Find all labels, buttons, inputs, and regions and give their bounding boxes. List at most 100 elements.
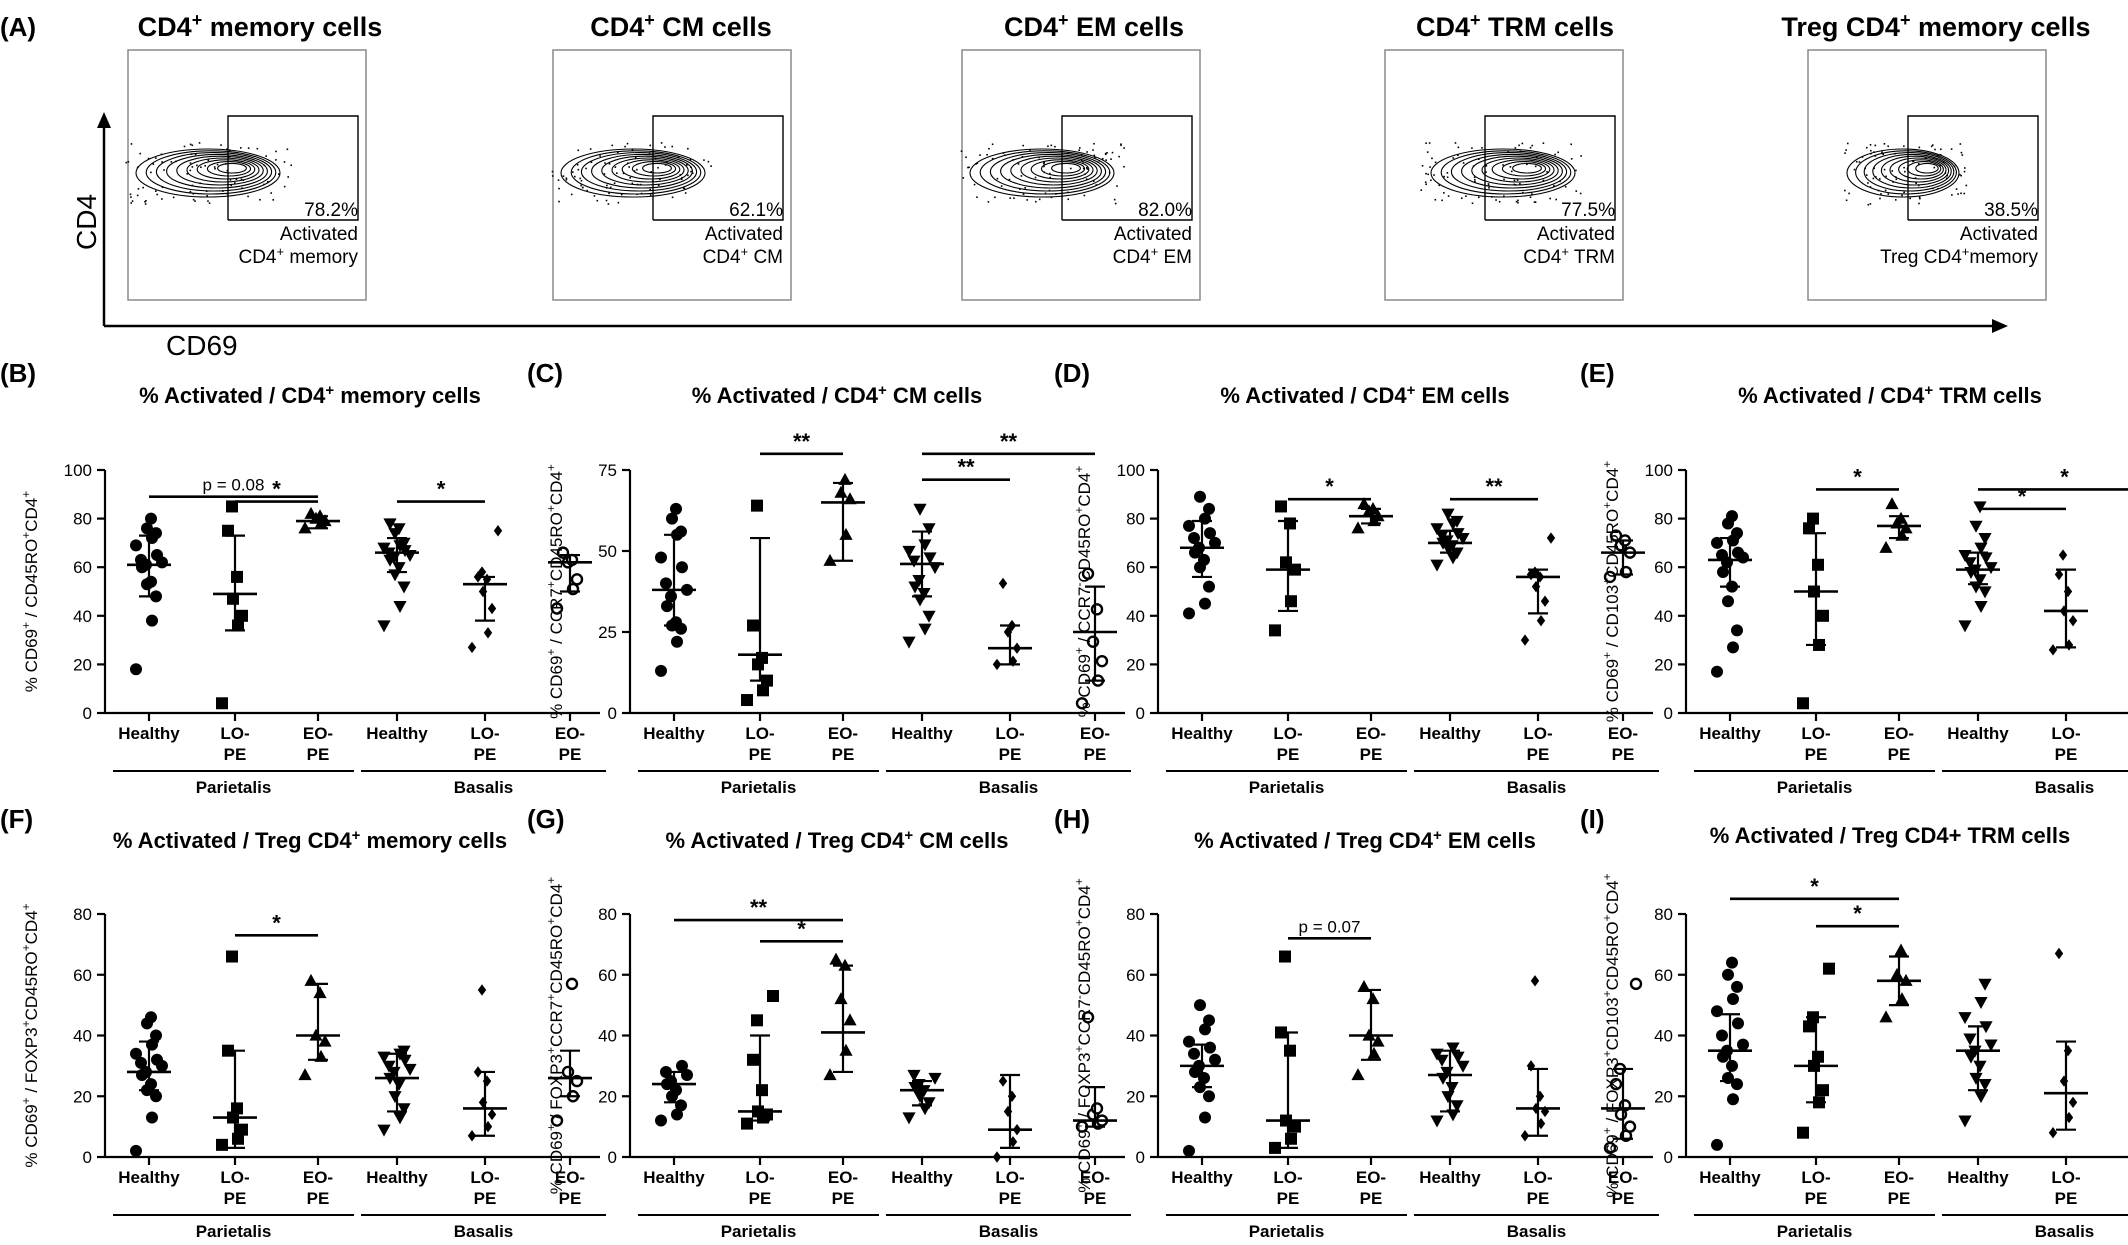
chart-title-part: + <box>1407 382 1416 399</box>
data-point <box>236 1123 248 1136</box>
data-point <box>834 992 848 1005</box>
event-dot <box>1034 176 1037 179</box>
data-point <box>1899 521 1913 534</box>
y-axis-label-part: + <box>544 1124 558 1131</box>
data-point <box>550 602 564 615</box>
event-dot <box>191 184 194 187</box>
event-dot <box>1471 202 1474 205</box>
category-label: EO- <box>1356 1168 1386 1187</box>
category-label-line2: PE <box>1277 1189 1300 1208</box>
event-dot <box>222 190 224 192</box>
event-dot <box>204 165 206 167</box>
event-dot <box>1106 152 1108 154</box>
y-tick-label: 20 <box>73 1087 92 1106</box>
y-tick-label: 75 <box>598 461 617 480</box>
event-dot <box>690 170 692 173</box>
event-dot <box>1519 150 1522 153</box>
event-dot <box>1517 199 1519 202</box>
category-label: Healthy <box>1419 1168 1481 1187</box>
event-dot <box>283 161 286 163</box>
event-dot <box>1022 144 1025 147</box>
y-axis-label-part: CD4 <box>22 498 41 532</box>
event-dot <box>1471 147 1473 149</box>
event-dot <box>1465 195 1467 197</box>
event-dot <box>1531 193 1533 195</box>
category-label: Healthy <box>891 1168 953 1187</box>
y-tick-label: 60 <box>73 558 92 577</box>
category-label: LO- <box>995 1168 1024 1187</box>
chart-title-part: memory cells <box>360 828 507 853</box>
flow-plot-title-part: + <box>644 10 655 30</box>
flow-plot-title: Treg CD4+ memory cells <box>1781 10 2090 42</box>
data-point <box>477 566 487 578</box>
gate-label-line2-part: TRM <box>1569 247 1615 268</box>
event-dot <box>1580 155 1582 157</box>
event-dot <box>1055 193 1057 195</box>
data-point <box>1199 1111 1211 1124</box>
category-label-line2: PE <box>2055 745 2078 764</box>
event-dot <box>620 193 623 196</box>
event-dot <box>1092 180 1095 182</box>
median-iqr-1 <box>1708 536 1752 588</box>
event-dot <box>636 183 639 186</box>
data-point <box>1722 595 1734 608</box>
data-point <box>145 512 157 525</box>
data-point <box>382 1060 396 1073</box>
event-dot <box>275 159 277 161</box>
data-point <box>741 694 753 707</box>
panel-label: (D) <box>1054 358 1090 388</box>
data-point <box>145 575 157 588</box>
y-axis-label-part: + <box>544 581 558 588</box>
y-axis-label-part: CD45RO <box>1603 921 1622 990</box>
event-dot <box>1518 144 1520 147</box>
event-dot <box>666 161 668 164</box>
gate-label-line2-part: memory <box>284 247 358 268</box>
data-point <box>1812 1050 1824 1063</box>
data-point <box>146 614 158 627</box>
event-dot <box>1542 179 1545 182</box>
data-point <box>150 1090 162 1103</box>
data-point <box>135 553 147 566</box>
event-dot <box>130 202 133 204</box>
event-dot <box>175 160 177 163</box>
event-dot <box>680 178 683 181</box>
event-dot <box>270 192 273 194</box>
significance-bracket: p = 0.08 <box>149 476 318 499</box>
flow-plot-title: CD4+ CM cells <box>590 10 772 42</box>
event-dot <box>287 176 290 178</box>
event-dot <box>1108 171 1111 174</box>
data-point <box>922 523 936 536</box>
chart-panel-h: (H)% Activated / Treg CD4+ EM cells% CD6… <box>1054 804 1659 1241</box>
data-point <box>1732 1017 1744 1030</box>
median-iqr-6 <box>1073 1086 1117 1128</box>
tissue-group-label: Basalis <box>1507 1222 1567 1241</box>
data-point <box>1199 597 1211 610</box>
significance-bracket: ** <box>760 429 843 456</box>
gate-label-line2-part: Treg CD4 <box>1880 247 1962 268</box>
significance-label: ** <box>1000 429 1018 454</box>
y-axis-label-part: + <box>19 944 33 951</box>
data-point <box>918 623 932 636</box>
event-dot <box>649 188 652 191</box>
data-point <box>1629 977 1643 991</box>
category-label: LO- <box>1273 724 1302 743</box>
category-label: EO- <box>555 1168 585 1187</box>
data-point <box>747 1053 759 1066</box>
event-dot <box>1104 152 1107 155</box>
category-label: LO- <box>1801 1168 1830 1187</box>
event-dot <box>574 175 576 178</box>
event-dot <box>240 178 243 181</box>
data-point <box>907 1069 921 1082</box>
event-dot <box>154 190 157 192</box>
category-label: LO- <box>1523 1168 1552 1187</box>
gate-label-line2-part: + <box>741 244 749 259</box>
chart-title: % Activated / Treg CD4+ CM cells <box>666 827 1009 854</box>
data-point <box>1285 595 1297 608</box>
event-dot <box>1029 149 1031 151</box>
event-dot <box>1529 146 1532 149</box>
event-dot <box>1447 195 1450 197</box>
event-dot <box>572 171 574 173</box>
data-point <box>1958 620 1972 633</box>
median-iqr-4 <box>1428 1049 1472 1113</box>
